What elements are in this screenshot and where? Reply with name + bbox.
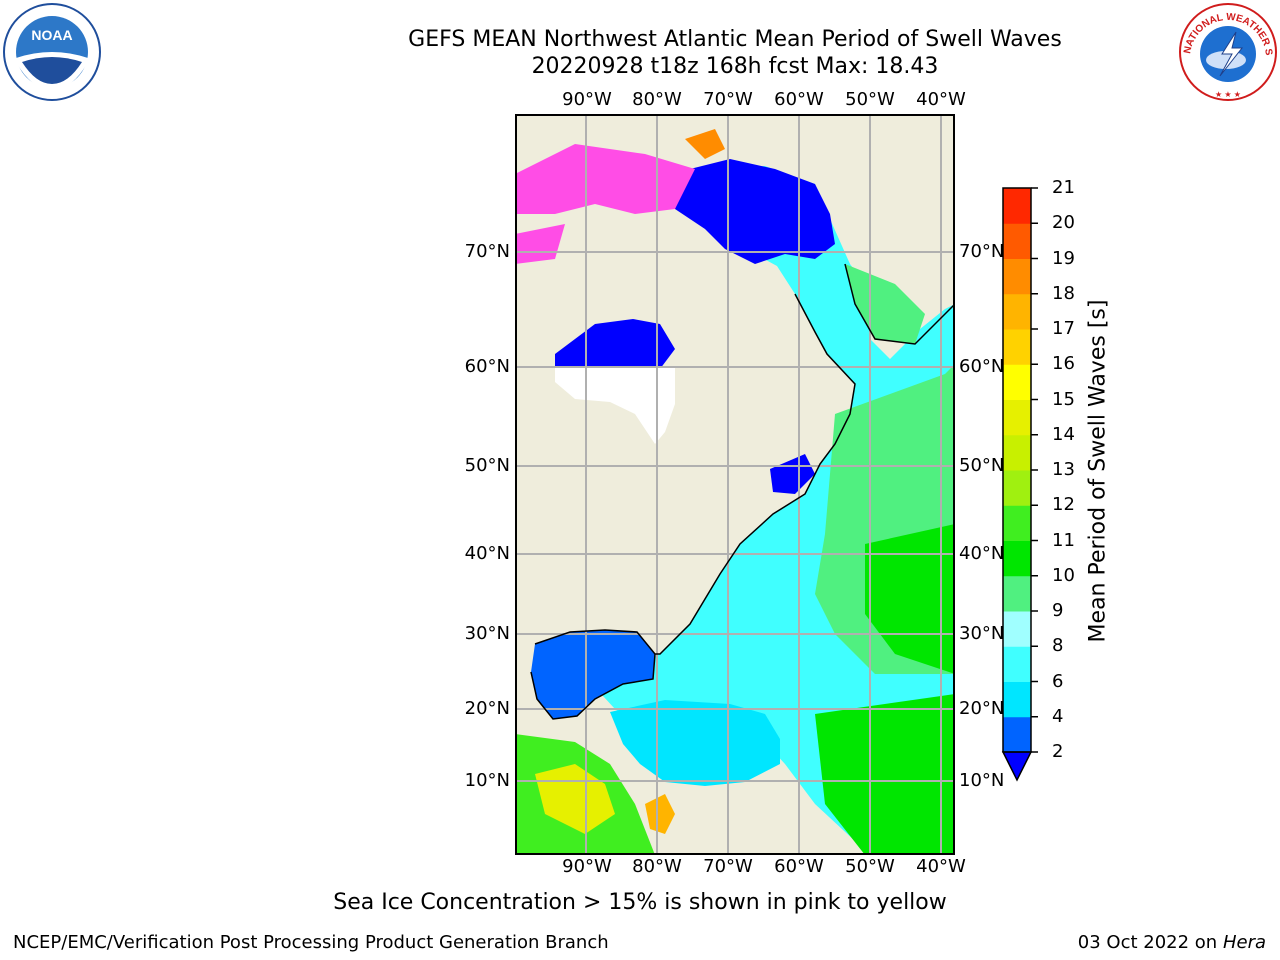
lon-label-bottom-90w: 90°W [562,856,612,877]
colorbar-segment [1003,293,1031,330]
colorbar-segment [1003,364,1031,400]
footer-credit: NCEP/EMC/Verification Post Processing Pr… [13,932,609,953]
colorbar-tick-label: 16 [1052,353,1075,375]
lat-label-right-40n: 40°N [959,543,1005,564]
colorbar-segment [1003,434,1031,471]
lon-label-bottom-60w: 60°W [774,856,824,877]
lat-label-left-50n: 50°N [464,455,510,476]
colorbar-segment [1003,329,1031,365]
lat-label-right-20n: 20°N [959,698,1005,719]
swell-patch-10s-south [815,694,955,855]
lat-label-right-50n: 50°N [959,455,1005,476]
colorbar-segment [1003,188,1031,224]
lon-label-top-60w: 60°W [774,89,824,110]
lat-label-right-30n: 30°N [959,623,1005,644]
lon-label-bottom-70w: 70°W [703,856,753,877]
colorbar-segment [1003,611,1031,647]
lat-label-left-40n: 40°N [464,543,510,564]
svg-text:★ ★ ★: ★ ★ ★ [1215,90,1241,99]
swell-patch-9s-north [845,264,925,344]
footer-date-text: 03 Oct 2022 on [1077,932,1218,953]
sea-ice-caption: Sea Ice Concentration > 15% is shown in … [333,890,947,915]
lat-label-left-20n: 20°N [464,698,510,719]
sea-ice-region-north [685,129,725,159]
noaa-logo-text: NOAA [31,27,72,43]
colorbar-tick-label: 10 [1052,564,1075,586]
colorbar-segment [1003,540,1031,577]
map-border [515,114,955,855]
colorbar-segment [1003,505,1031,541]
swell-patch-10s [865,524,955,674]
map-panel [515,114,955,855]
colorbar-tick-label: 9 [1052,600,1064,621]
footer-date: 03 Oct 2022 on Hera [1078,932,1266,953]
colorbar-segment [1003,681,1031,718]
lon-label-top-40w: 40°W [916,89,966,110]
footer-machine: Hera [1222,932,1266,953]
colorbar-segment [1003,223,1031,259]
colorbar-segment [1003,470,1031,506]
colorbar-tick-label: 17 [1052,318,1075,339]
lon-label-top-90w: 90°W [562,89,612,110]
colorbar-tick-label: 18 [1052,282,1075,304]
lat-label-right-70n: 70°N [959,241,1005,262]
noaa-logo: NOAA [3,3,101,101]
chart-subtitle: 20220928 t18z 168h fcst Max: 18.43 [531,54,939,79]
colorbar-tick-label: 14 [1052,423,1075,445]
chart-title: GEFS MEAN Northwest Atlantic Mean Period… [408,27,1062,52]
coastline [530,263,955,720]
sea-ice-region-west [515,224,565,264]
lon-label-top-50w: 50°W [845,89,895,110]
colorbar-segment [1003,399,1031,436]
lat-label-left-70n: 70°N [464,241,510,262]
colorbar-tick-label: 11 [1052,529,1075,551]
lon-label-bottom-80w: 80°W [632,856,682,877]
baffin-bay [670,159,835,264]
lat-label-left-30n: 30°N [464,623,510,644]
colorbar-tick-label: 20 [1052,212,1075,234]
atlantic-ocean [590,166,955,855]
lat-label-right-60n: 60°N [959,356,1005,377]
colorbar [1001,187,1038,782]
lon-label-top-70w: 70°W [703,89,753,110]
gulf-of-st-lawrence [770,454,815,494]
graticule [515,114,955,855]
sea-ice-region [515,144,695,214]
colorbar-tick-label: 8 [1052,635,1064,657]
colorbar-tick-label: 21 [1052,177,1075,198]
gulf-of-mexico [531,630,655,719]
colorbar-tick-label: 2 [1052,741,1064,762]
lat-label-left-60n: 60°N [464,356,510,377]
caribbean-sea [610,700,780,786]
colorbar-tick-label: 4 [1052,705,1064,727]
lat-label-left-10n: 10°N [464,770,510,791]
lat-label-right-10n: 10°N [959,770,1005,791]
colorbar-segment [1003,716,1031,753]
colorbar-segment [1003,646,1031,682]
lon-label-bottom-40w: 40°W [916,856,966,877]
colorbar-tick-label: 13 [1052,459,1075,480]
colorbar-tick-label: 6 [1052,670,1064,692]
south-america-swell-peak [645,794,675,834]
lon-label-bottom-50w: 50°W [845,856,895,877]
colorbar-tick-label: 15 [1052,388,1075,410]
colorbar-label: Mean Period of Swell Waves [s] [1085,299,1111,643]
colorbar-tick-label: 19 [1052,247,1075,269]
lon-label-top-80w: 80°W [632,89,682,110]
colorbar-segment [1003,575,1031,612]
colorbar-tick-label: 12 [1052,494,1075,516]
colorbar-under-triangle [1001,751,1033,782]
nws-logo: NATIONAL WEATHER SERVICE ★ ★ ★ [1178,2,1277,101]
colorbar-segment [1003,258,1031,295]
